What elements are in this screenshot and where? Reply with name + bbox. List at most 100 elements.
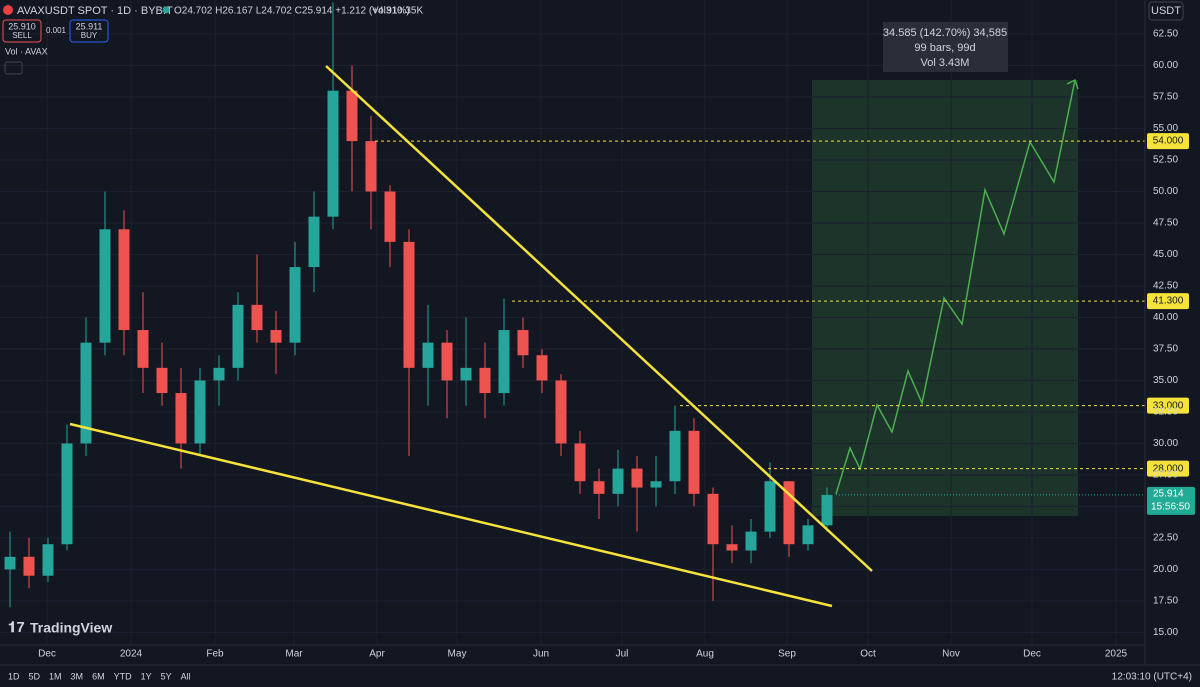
ohlc: O24.702 H26.167 L24.702 C25.914 +1.212 (… bbox=[174, 6, 410, 17]
x-tick-label: Sep bbox=[778, 649, 796, 660]
level-tag bbox=[1147, 293, 1189, 310]
x-tick-label: Oct bbox=[860, 649, 876, 660]
measure-text: Vol 3.43M bbox=[921, 57, 970, 69]
y-tick-label: 17.50 bbox=[1153, 596, 1178, 607]
y-tick-label: 47.50 bbox=[1153, 218, 1178, 229]
y-tick-label: 32.50 bbox=[1153, 407, 1178, 418]
buy-price[interactable]: 25.911 bbox=[76, 21, 103, 31]
range-button[interactable]: 6M bbox=[92, 671, 105, 681]
brand: TradingView bbox=[30, 620, 112, 636]
support-line bbox=[69, 422, 833, 608]
x-tick-label: Mar bbox=[285, 649, 303, 660]
candle-body bbox=[4, 556, 16, 570]
candle-body bbox=[403, 241, 415, 368]
level-tag bbox=[1147, 397, 1189, 414]
range-button[interactable]: 3M bbox=[71, 671, 84, 681]
x-tick-label: 2025 bbox=[1105, 649, 1128, 660]
y-tick-label: 55.00 bbox=[1153, 123, 1178, 134]
candle-body bbox=[498, 330, 510, 394]
x-tick-label: Feb bbox=[206, 649, 224, 660]
candle-body bbox=[688, 430, 700, 494]
logo-mark: 𝟏7 bbox=[8, 619, 25, 636]
y-tick-label: 22.50 bbox=[1153, 533, 1178, 544]
currency[interactable]: USDT bbox=[1151, 5, 1181, 17]
candle-body bbox=[764, 481, 776, 532]
candle-body bbox=[650, 481, 662, 488]
measure-text: 34.585 (142.70%) 34,585 bbox=[883, 27, 1007, 39]
candle-body bbox=[821, 494, 833, 526]
x-tick-label: Dec bbox=[38, 649, 56, 660]
candle-body bbox=[61, 443, 73, 545]
range-button[interactable]: 1D bbox=[8, 671, 20, 681]
candle-body bbox=[726, 544, 738, 551]
last-price: 25.914 bbox=[1153, 489, 1184, 500]
x-tick-label: 2024 bbox=[120, 649, 143, 660]
candle-body bbox=[42, 544, 54, 576]
y-tick-label: 57.50 bbox=[1153, 92, 1178, 103]
y-tick-label: 50.00 bbox=[1153, 186, 1178, 197]
y-tick-label: 30.00 bbox=[1153, 438, 1178, 449]
candle-body bbox=[612, 468, 624, 494]
x-tick-label: Dec bbox=[1023, 649, 1041, 660]
candle-body bbox=[384, 191, 396, 242]
sell-price[interactable]: 25.910 bbox=[8, 21, 36, 31]
indicator-label: Vol · AVAX bbox=[5, 46, 48, 56]
range-button[interactable]: YTD bbox=[114, 671, 133, 681]
level-tag bbox=[1147, 460, 1189, 477]
candle-body bbox=[251, 304, 263, 331]
level-label: 41.300 bbox=[1153, 296, 1184, 307]
candle-body bbox=[308, 216, 320, 268]
x-tick-label: Apr bbox=[369, 649, 385, 660]
sell-button[interactable] bbox=[2, 19, 42, 43]
candle-body bbox=[707, 493, 719, 545]
candle-body bbox=[422, 342, 434, 368]
candle-body bbox=[517, 330, 529, 356]
buy-label[interactable]: BUY bbox=[81, 31, 98, 40]
candle-body bbox=[802, 525, 814, 545]
y-tick-label: 52.50 bbox=[1153, 155, 1178, 166]
clock: 12:03:10 (UTC+4) bbox=[1112, 672, 1192, 683]
range-button[interactable]: 1Y bbox=[141, 671, 152, 681]
candle-body bbox=[669, 430, 681, 482]
range-button[interactable]: 5Y bbox=[161, 671, 172, 681]
candle-body bbox=[175, 393, 187, 444]
candle-body bbox=[365, 141, 377, 192]
candle-body bbox=[80, 342, 92, 444]
candle-body bbox=[99, 229, 111, 343]
status-dot bbox=[162, 6, 170, 14]
range-button[interactable]: 1M bbox=[49, 671, 62, 681]
countdown: 15:56:50 bbox=[1151, 502, 1190, 513]
resistance-line bbox=[325, 65, 873, 572]
candle-body bbox=[536, 355, 548, 381]
candle-body bbox=[593, 481, 605, 494]
spread: 0.001 bbox=[46, 26, 67, 35]
x-tick-label: Jun bbox=[533, 649, 549, 660]
currency-box[interactable] bbox=[1148, 1, 1184, 21]
y-tick-label: 42.50 bbox=[1153, 281, 1178, 292]
sell-label[interactable]: SELL bbox=[12, 31, 32, 40]
range-button[interactable]: All bbox=[181, 671, 191, 681]
candle-body bbox=[213, 367, 225, 381]
candle-body bbox=[574, 443, 586, 482]
level-label: 28.000 bbox=[1153, 463, 1184, 474]
candle-body bbox=[270, 330, 282, 343]
collapse-button[interactable] bbox=[4, 61, 23, 75]
candle-body bbox=[745, 531, 757, 551]
candle-body bbox=[346, 90, 358, 142]
y-tick-label: 20.00 bbox=[1153, 564, 1178, 575]
candle-body bbox=[118, 229, 130, 331]
candle-body bbox=[460, 367, 472, 381]
projection-arrow bbox=[1066, 78, 1079, 90]
buy-button[interactable] bbox=[69, 19, 109, 43]
measure-tooltip bbox=[883, 22, 1008, 72]
x-tick-label: Jul bbox=[616, 649, 629, 660]
y-tick-label: 40.00 bbox=[1153, 312, 1178, 323]
x-tick-label: May bbox=[448, 649, 467, 660]
range-button[interactable]: 5D bbox=[29, 671, 41, 681]
candle-body bbox=[631, 468, 643, 488]
volume: Vol310.35K bbox=[372, 6, 423, 17]
candle-body bbox=[327, 90, 339, 217]
candle-body bbox=[23, 556, 35, 576]
x-tick-label: Nov bbox=[942, 649, 960, 660]
